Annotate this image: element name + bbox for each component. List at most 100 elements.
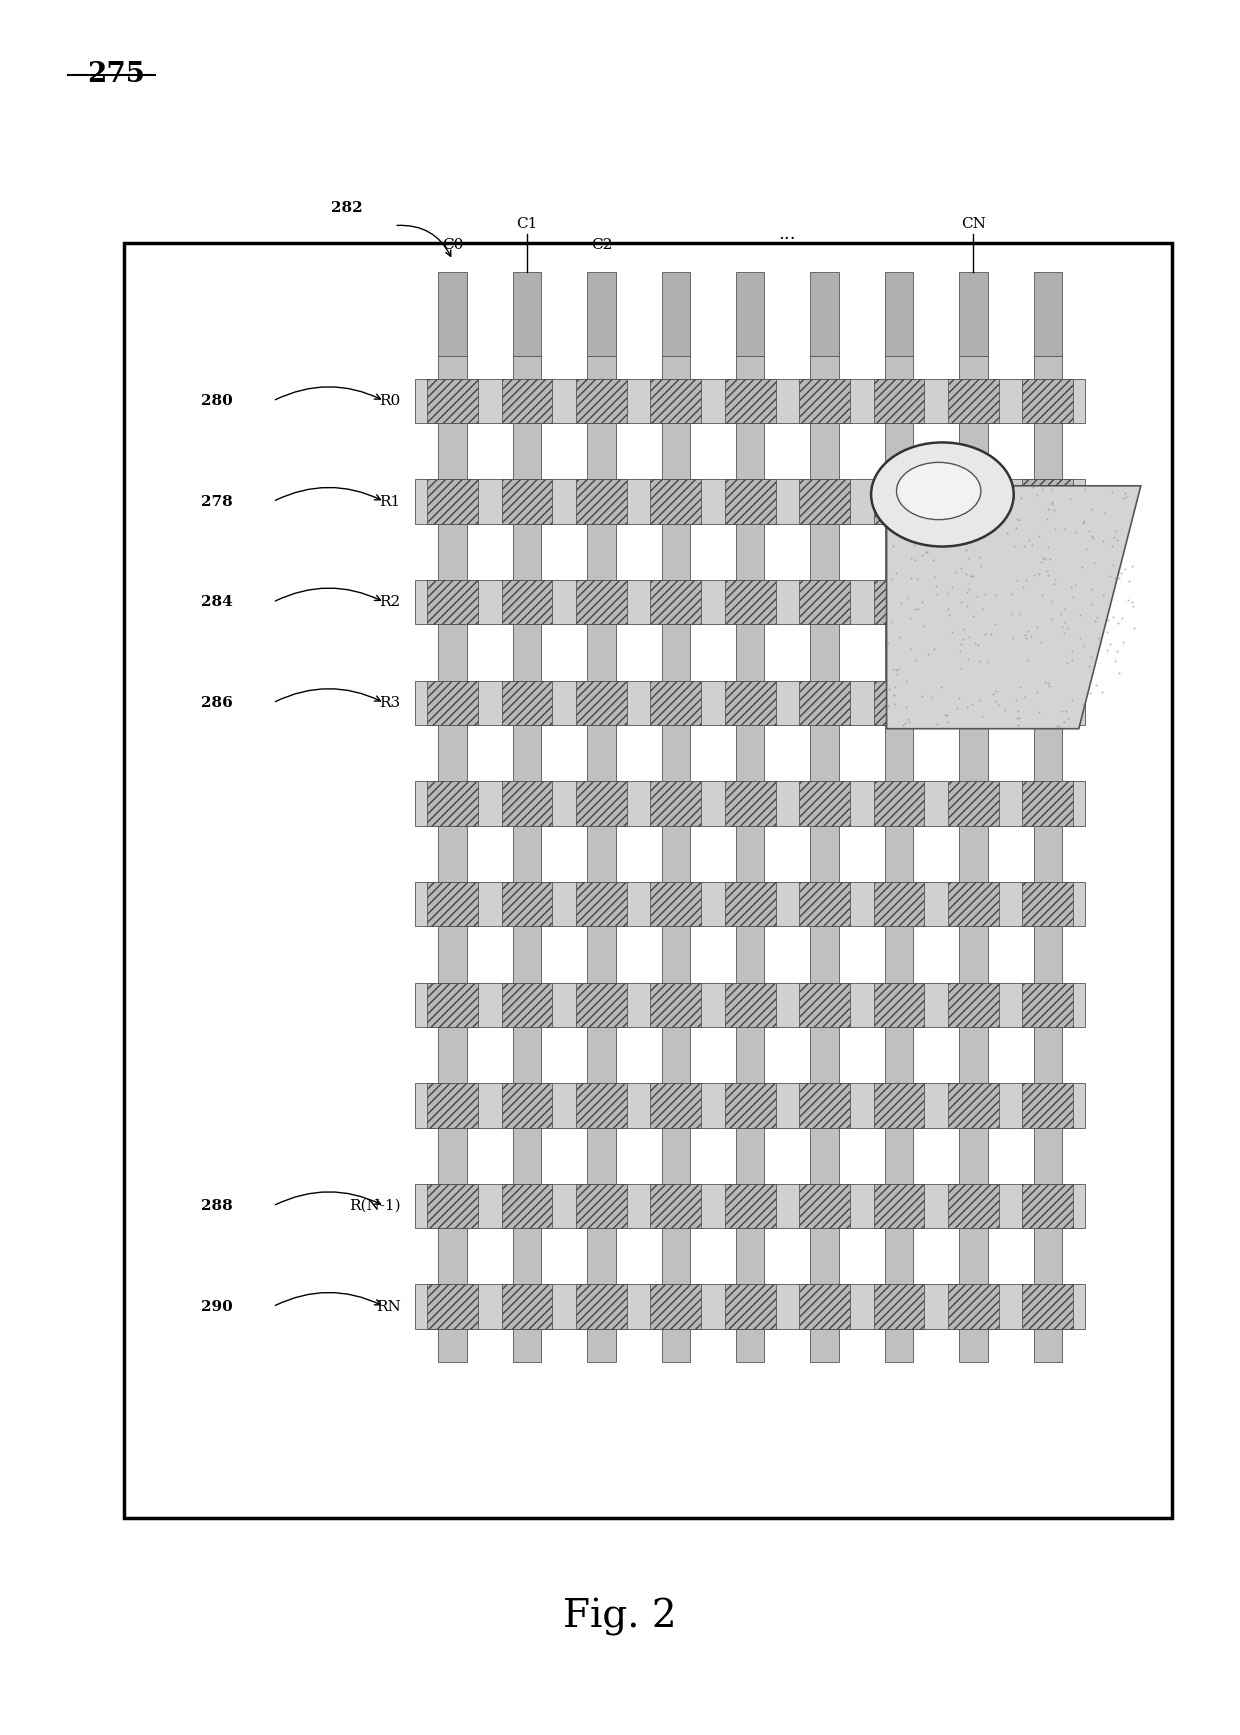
Point — [1075, 475, 1095, 503]
Point — [1016, 566, 1035, 593]
Point — [1002, 489, 1022, 517]
Point — [1070, 600, 1090, 628]
Point — [898, 585, 918, 612]
Bar — [427, 479, 479, 524]
Bar — [873, 1083, 925, 1128]
Point — [1027, 481, 1047, 508]
Text: R2: R2 — [379, 595, 401, 609]
Point — [1019, 526, 1039, 553]
Bar — [724, 378, 776, 423]
Bar — [873, 1284, 925, 1329]
Point — [1122, 552, 1142, 579]
Point — [878, 692, 898, 720]
Bar — [650, 378, 702, 423]
Bar — [873, 479, 925, 524]
Point — [1116, 482, 1136, 510]
Point — [1107, 526, 1127, 553]
Point — [924, 547, 944, 574]
Point — [1076, 536, 1096, 564]
Bar — [947, 479, 999, 524]
Bar — [737, 356, 764, 1362]
Bar — [724, 579, 776, 625]
Point — [880, 479, 900, 507]
Point — [1008, 697, 1028, 725]
Point — [962, 477, 982, 505]
Point — [1040, 545, 1060, 573]
Ellipse shape — [870, 442, 1013, 547]
Text: R0: R0 — [379, 394, 401, 408]
Point — [1110, 659, 1130, 687]
Point — [939, 595, 959, 623]
Point — [931, 481, 951, 508]
Bar — [501, 1284, 553, 1329]
Bar — [1022, 781, 1074, 826]
Bar — [799, 378, 851, 423]
Point — [1105, 517, 1125, 545]
Point — [1044, 496, 1064, 524]
Point — [1043, 488, 1063, 515]
Bar — [724, 479, 776, 524]
Bar — [1022, 982, 1074, 1027]
Point — [1070, 625, 1090, 652]
Point — [887, 559, 906, 586]
Point — [949, 517, 968, 545]
Point — [1073, 510, 1092, 538]
Point — [960, 623, 980, 651]
Bar — [501, 378, 553, 423]
Point — [1109, 564, 1128, 592]
Point — [992, 482, 1012, 510]
Point — [1100, 562, 1120, 590]
Point — [942, 573, 962, 600]
Point — [1007, 687, 1027, 715]
Bar — [1022, 881, 1074, 926]
Point — [1049, 711, 1069, 739]
Bar — [650, 579, 702, 625]
Point — [994, 696, 1014, 723]
Point — [1083, 524, 1102, 552]
Point — [1107, 609, 1127, 637]
Point — [1035, 545, 1055, 573]
Point — [1054, 708, 1074, 736]
Bar — [650, 1083, 702, 1128]
Bar — [1022, 479, 1074, 524]
Point — [963, 602, 983, 630]
Point — [906, 647, 926, 675]
Point — [957, 692, 977, 720]
Point — [1074, 507, 1094, 534]
Point — [939, 498, 959, 526]
Point — [1083, 590, 1102, 618]
Point — [1003, 625, 1023, 652]
Point — [1012, 484, 1032, 512]
Point — [1123, 614, 1143, 642]
Point — [971, 552, 991, 579]
Bar — [415, 680, 1085, 725]
Point — [1001, 494, 1021, 522]
Bar — [873, 982, 925, 1027]
Bar — [662, 356, 689, 1362]
Point — [935, 701, 955, 729]
Bar — [885, 272, 913, 356]
Bar — [947, 1083, 999, 1128]
Point — [1104, 552, 1123, 579]
Point — [1055, 609, 1075, 637]
Point — [1111, 559, 1131, 586]
Bar — [662, 272, 689, 356]
Point — [970, 687, 990, 715]
Point — [1054, 619, 1074, 647]
Bar — [811, 272, 838, 356]
Point — [924, 562, 944, 590]
Point — [1032, 581, 1052, 609]
Point — [983, 680, 1003, 708]
Bar — [439, 272, 466, 356]
Point — [944, 512, 963, 540]
Point — [1009, 600, 1029, 628]
Bar — [650, 881, 702, 926]
Bar — [873, 781, 925, 826]
Point — [1089, 625, 1109, 652]
Point — [888, 486, 908, 514]
Point — [1105, 522, 1125, 550]
Bar — [575, 579, 627, 625]
Bar — [947, 1284, 999, 1329]
Bar — [575, 982, 627, 1027]
Bar — [501, 1183, 553, 1228]
